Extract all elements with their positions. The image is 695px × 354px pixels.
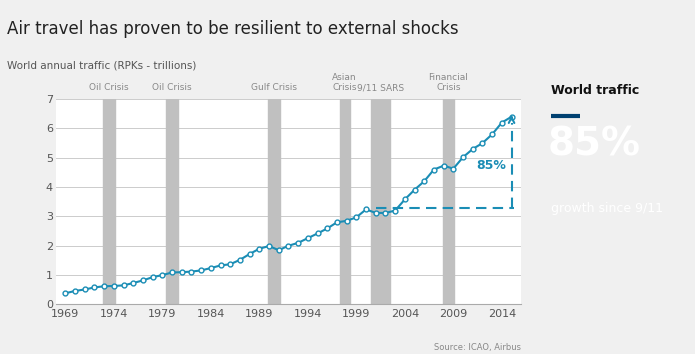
Bar <box>166 99 178 304</box>
Text: 85%: 85% <box>476 159 506 172</box>
Bar <box>371 99 391 304</box>
Text: Financial
Crisis: Financial Crisis <box>429 73 468 92</box>
Text: 9/11 SARS: 9/11 SARS <box>357 83 404 92</box>
Bar <box>340 99 350 304</box>
Text: World annual traffic (RPKs - trillions): World annual traffic (RPKs - trillions) <box>7 61 196 71</box>
Bar <box>103 99 115 304</box>
Text: Oil Crisis: Oil Crisis <box>152 83 192 92</box>
Text: Gulf Crisis: Gulf Crisis <box>251 83 297 92</box>
Text: Source: ICAO, Airbus: Source: ICAO, Airbus <box>434 343 521 353</box>
Text: World traffic: World traffic <box>551 84 639 97</box>
Text: Asian
Crisis: Asian Crisis <box>332 73 357 92</box>
Bar <box>268 99 279 304</box>
Text: 85%: 85% <box>548 125 641 163</box>
Text: growth since 9/11: growth since 9/11 <box>551 202 663 215</box>
Text: Air travel has proven to be resilient to external shocks: Air travel has proven to be resilient to… <box>7 20 459 38</box>
Bar <box>443 99 455 304</box>
Text: Oil Crisis: Oil Crisis <box>89 83 129 92</box>
